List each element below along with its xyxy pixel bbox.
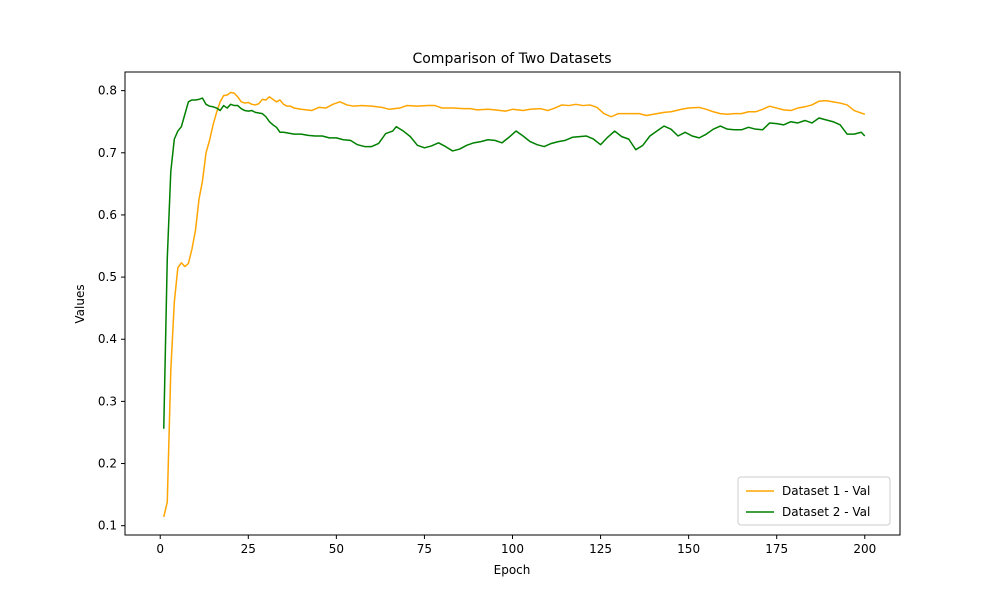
y-tick-label: 0.5	[98, 270, 117, 284]
x-axis-label: Epoch	[494, 563, 531, 577]
y-tick-label: 0.7	[98, 146, 117, 160]
chart-title: Comparison of Two Datasets	[412, 51, 611, 67]
x-tick-label: 0	[156, 542, 164, 556]
x-tick-label: 125	[589, 542, 612, 556]
series-line-2	[163, 97, 866, 429]
y-axis-label: Values	[73, 284, 87, 323]
x-tick-label: 200	[853, 542, 876, 556]
y-tick-label: 0.6	[98, 208, 117, 222]
x-tick-label: 150	[677, 542, 700, 556]
x-axis-ticks: 0 25 50 75 100 125 150 175 200	[156, 535, 876, 556]
series-lines	[163, 91, 866, 518]
y-tick-label: 0.2	[98, 457, 117, 471]
x-tick-label: 175	[765, 542, 788, 556]
series-line-1	[163, 91, 866, 518]
y-tick-label: 0.4	[98, 332, 117, 346]
y-tick-label: 0.3	[98, 394, 117, 408]
legend: Dataset 1 - Val Dataset 2 - Val	[737, 476, 891, 526]
x-tick-label: 100	[501, 542, 524, 556]
y-tick-label: 0.8	[98, 84, 117, 98]
legend-box	[737, 476, 891, 526]
legend-label-2: Dataset 2 - Val	[782, 505, 870, 519]
legend-label-1: Dataset 1 - Val	[782, 484, 870, 498]
x-tick-label: 25	[241, 542, 256, 556]
x-tick-label: 50	[329, 542, 344, 556]
y-tick-label: 0.1	[98, 519, 117, 533]
x-tick-label: 75	[417, 542, 432, 556]
y-axis-ticks: 0.1 0.2 0.3 0.4 0.5 0.6 0.7 0.8	[98, 84, 125, 533]
